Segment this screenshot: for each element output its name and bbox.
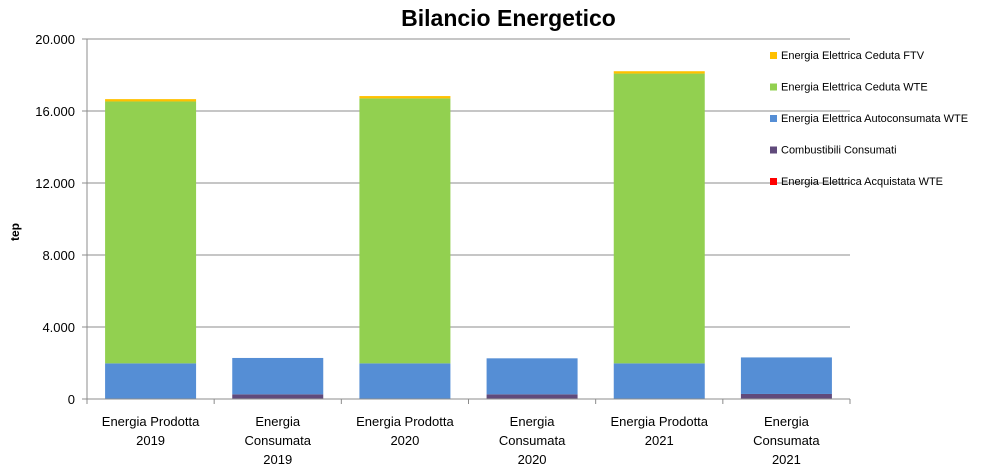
x-tick-label: Energia Prodotta 2021 xyxy=(610,414,708,448)
bar-segment xyxy=(486,358,578,395)
bar-segment xyxy=(359,96,451,99)
bar-segment xyxy=(613,71,705,74)
chart-title: Bilancio Energetico xyxy=(0,5,1003,32)
x-tick-labels: Energia Prodotta 2019 Energia Consumata 2019… xyxy=(102,414,821,467)
legend: Energia Elettrica Ceduta FTV Energia Elet… xyxy=(770,50,968,188)
bar-segment xyxy=(232,394,324,399)
bar-segment xyxy=(105,101,197,364)
bar-segment xyxy=(613,73,705,364)
y-tick-label: 16.000 xyxy=(35,104,75,119)
bar-segment xyxy=(740,393,832,399)
bar-segment xyxy=(105,99,197,102)
y-tick-label: 0 xyxy=(68,392,75,407)
y-tick-label: 8.000 xyxy=(42,248,75,263)
legend-swatch xyxy=(770,178,777,185)
y-tick-label: 20.000 xyxy=(35,32,75,47)
bar-segment xyxy=(232,357,324,395)
legend-entry: Energia Elettrica Autoconsumata WTE xyxy=(781,113,968,125)
gridlines xyxy=(87,38,850,328)
bar-segment xyxy=(613,363,705,399)
legend-swatch xyxy=(770,115,777,122)
legend-entry: Energia Elettrica Acquistata WTE xyxy=(781,176,943,188)
x-tick-label: Energia Consumata 2021 xyxy=(753,414,820,467)
legend-swatch xyxy=(770,83,777,91)
bar-segment xyxy=(359,98,451,364)
legend-swatch xyxy=(770,52,777,59)
bar-segment xyxy=(740,357,832,394)
legend-entry: Energia Elettrica Ceduta FTV xyxy=(781,50,925,62)
bar-segment xyxy=(486,394,578,399)
axes xyxy=(82,38,851,404)
y-tick-label: 4.000 xyxy=(42,320,75,335)
bar-segment xyxy=(359,363,451,399)
x-tick-label: Energia Prodotta 2020 xyxy=(356,414,454,448)
bars xyxy=(105,71,832,399)
chart-title-text: Bilancio Energetico xyxy=(401,5,616,31)
x-tick-label: Energia Consumata 2020 xyxy=(499,414,566,467)
bar-segment xyxy=(105,363,197,399)
legend-entry: Energia Elettrica Ceduta WTE xyxy=(781,82,928,94)
x-tick-label: Energia Consumata 2019 xyxy=(245,414,312,467)
legend-swatch xyxy=(770,146,777,154)
y-tick-label: 12.000 xyxy=(35,176,75,191)
legend-entry: Combustibili Consumati xyxy=(781,145,897,157)
y-tick-labels: 0 4.000 8.000 12.000 16.000 20.000 xyxy=(35,32,75,407)
x-tick-label: Energia Prodotta 2019 xyxy=(102,414,200,448)
y-axis-label: tep xyxy=(8,223,22,241)
